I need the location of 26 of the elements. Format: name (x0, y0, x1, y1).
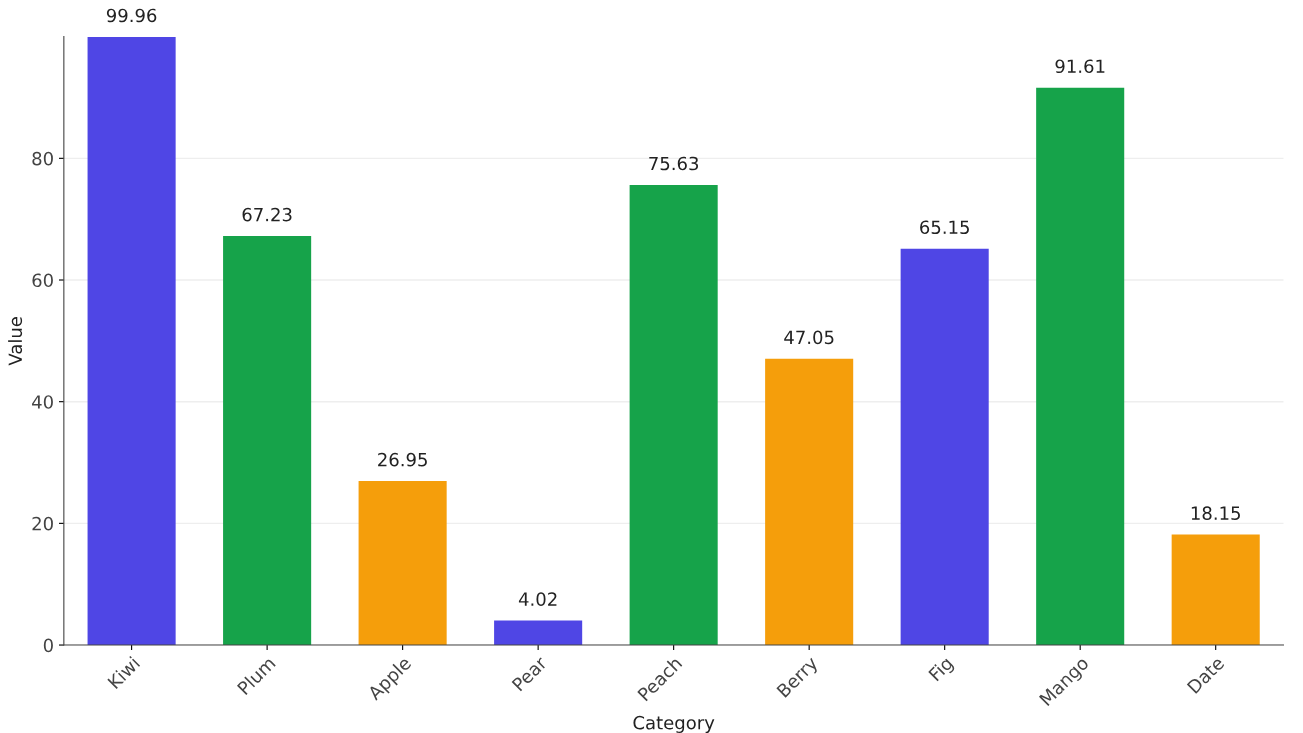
y-tick-label: 60 (32, 273, 53, 288)
data-label: 47.05 (784, 330, 834, 345)
bar (223, 236, 312, 646)
data-label: 26.95 (378, 452, 427, 467)
data-label: 18.15 (1191, 506, 1240, 521)
bar (629, 184, 718, 646)
bar (1036, 87, 1125, 646)
bar (87, 36, 176, 646)
data-label: 4.02 (518, 592, 557, 606)
y-tick-label: 40 (32, 395, 53, 409)
y-tick-label: 20 (32, 516, 53, 531)
data-label: 75.63 (649, 156, 699, 171)
x-tick-label: Fig (927, 655, 956, 684)
bar (358, 481, 447, 646)
data-label: 99.96 (106, 8, 157, 23)
data-label: 67.23 (242, 207, 292, 222)
bar (900, 248, 989, 646)
y-tick-label: 0 (43, 638, 53, 653)
bar (765, 358, 854, 646)
y-axis-title: Value (8, 317, 23, 366)
bar (494, 620, 583, 646)
x-axis-title: Category (633, 715, 715, 733)
y-tick-label: 80 (32, 151, 53, 166)
data-label: 91.61 (1055, 59, 1105, 74)
bar (1171, 534, 1260, 646)
data-label: 65.15 (920, 220, 969, 235)
